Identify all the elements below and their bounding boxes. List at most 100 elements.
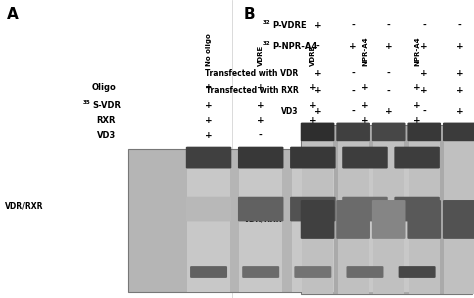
Text: -: - [422, 107, 426, 116]
FancyBboxPatch shape [342, 197, 388, 221]
Bar [444, 125, 474, 294]
Text: +: + [257, 83, 264, 92]
FancyBboxPatch shape [394, 197, 440, 221]
FancyBboxPatch shape [443, 122, 474, 141]
Text: +: + [309, 83, 317, 92]
FancyBboxPatch shape [443, 200, 474, 239]
FancyBboxPatch shape [407, 122, 441, 141]
FancyBboxPatch shape [372, 122, 405, 141]
Text: -: - [387, 69, 391, 77]
Text: +: + [205, 101, 212, 110]
Text: -: - [316, 42, 319, 51]
Text: No oligo: No oligo [206, 33, 211, 66]
Text: NPR-A4: NPR-A4 [414, 36, 420, 66]
FancyBboxPatch shape [399, 266, 436, 278]
Text: +: + [385, 107, 392, 116]
FancyBboxPatch shape [290, 197, 336, 221]
Text: +: + [420, 42, 428, 51]
Text: S-VDR: S-VDR [92, 101, 121, 110]
Text: -: - [351, 86, 355, 95]
Bar [344, 149, 386, 292]
Bar [292, 149, 334, 292]
FancyBboxPatch shape [407, 200, 441, 239]
Text: VDR/RXR: VDR/RXR [5, 202, 43, 211]
Text: -: - [422, 21, 426, 30]
Text: +: + [361, 116, 369, 125]
Text: -: - [387, 86, 391, 95]
FancyBboxPatch shape [242, 266, 279, 278]
Text: +: + [309, 101, 317, 110]
Bar [301, 125, 472, 294]
Text: +: + [456, 69, 464, 77]
Text: Transfected with VDR: Transfected with VDR [205, 69, 299, 77]
Text: +: + [314, 69, 321, 77]
Text: +: + [456, 42, 464, 51]
Text: -: - [363, 131, 367, 140]
Bar [239, 149, 282, 292]
Bar [187, 149, 230, 292]
Text: +: + [314, 107, 321, 116]
Text: +: + [314, 21, 321, 30]
FancyBboxPatch shape [294, 266, 331, 278]
Text: -: - [351, 107, 355, 116]
Text: +: + [205, 116, 212, 125]
Bar [128, 149, 446, 292]
FancyBboxPatch shape [372, 200, 405, 239]
Text: VDRE: VDRE [258, 44, 264, 66]
Text: +: + [456, 107, 464, 116]
Text: +: + [413, 101, 421, 110]
Text: +: + [314, 86, 321, 95]
Text: +: + [309, 116, 317, 125]
Text: 32: 32 [263, 20, 270, 25]
Text: +: + [361, 101, 369, 110]
Text: RXR: RXR [97, 116, 116, 125]
Text: B: B [244, 7, 256, 22]
Text: VD3: VD3 [281, 107, 299, 116]
Text: +: + [413, 83, 421, 92]
Text: -: - [351, 21, 355, 30]
Text: +: + [349, 42, 357, 51]
Text: +: + [205, 83, 212, 92]
FancyBboxPatch shape [238, 147, 283, 168]
Text: A: A [7, 7, 19, 22]
Text: 32: 32 [263, 41, 270, 46]
FancyBboxPatch shape [301, 200, 334, 239]
Text: Transfected with RXR: Transfected with RXR [206, 86, 299, 95]
Text: P-VDRE: P-VDRE [273, 21, 307, 30]
FancyBboxPatch shape [336, 122, 370, 141]
Text: +: + [385, 42, 392, 51]
Text: +: + [361, 83, 369, 92]
FancyBboxPatch shape [336, 200, 370, 239]
Text: -: - [458, 21, 462, 30]
Text: +: + [309, 131, 317, 140]
Bar [337, 125, 369, 294]
Text: +: + [413, 131, 421, 140]
FancyBboxPatch shape [290, 147, 336, 168]
Text: +: + [257, 116, 264, 125]
Text: Oligo: Oligo [91, 83, 116, 92]
FancyBboxPatch shape [190, 266, 227, 278]
Text: -: - [259, 131, 263, 140]
Text: +: + [257, 101, 264, 110]
Text: +: + [420, 86, 428, 95]
FancyBboxPatch shape [346, 266, 383, 278]
Text: +: + [456, 86, 464, 95]
Bar [396, 149, 438, 292]
Text: -: - [351, 69, 355, 77]
Text: P-NPR-A4: P-NPR-A4 [273, 42, 318, 51]
Bar [409, 125, 439, 294]
Text: -: - [387, 21, 391, 30]
FancyBboxPatch shape [394, 147, 440, 168]
FancyBboxPatch shape [186, 197, 231, 221]
Text: +: + [413, 116, 421, 125]
Bar [373, 125, 404, 294]
Text: VDRE: VDRE [310, 44, 316, 66]
FancyBboxPatch shape [186, 147, 231, 168]
Text: VDR/RXR: VDR/RXR [244, 215, 283, 224]
Text: NPR-A4: NPR-A4 [362, 36, 368, 66]
Text: 35: 35 [82, 100, 90, 105]
FancyBboxPatch shape [342, 147, 388, 168]
Bar [302, 125, 333, 294]
FancyBboxPatch shape [301, 122, 334, 141]
Text: +: + [420, 69, 428, 77]
